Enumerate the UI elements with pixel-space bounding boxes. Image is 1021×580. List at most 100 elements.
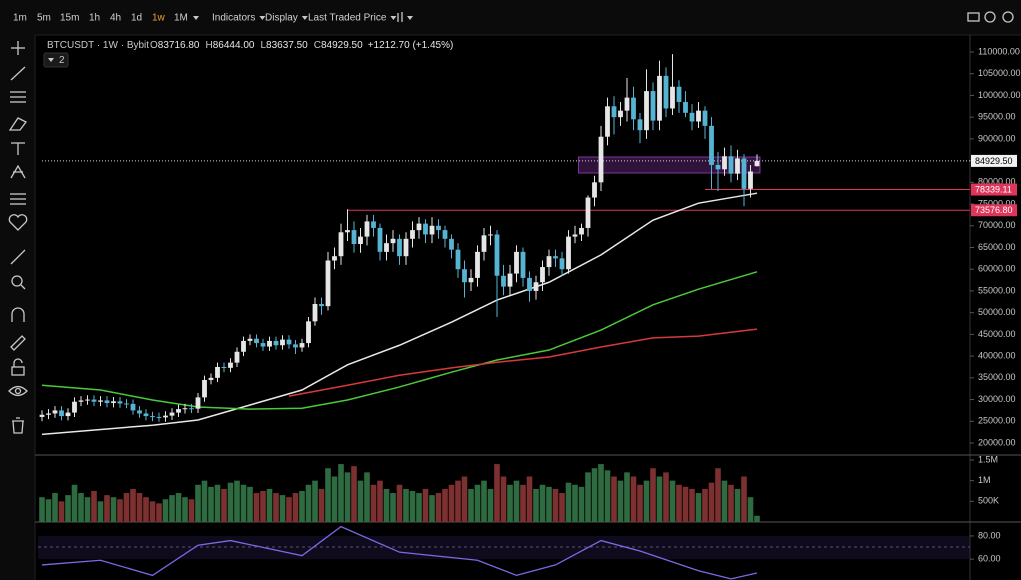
volume-bar [461, 476, 468, 522]
candle-body [566, 236, 571, 270]
pattern-tool[interactable] [10, 164, 26, 179]
candle-body [442, 230, 448, 239]
candle-body [696, 110, 701, 122]
rsi-tick-label: 60.00 [978, 553, 1001, 563]
screenshot-button[interactable] [967, 12, 980, 22]
timeframe-button[interactable]: 1d [131, 13, 142, 24]
timeframe-button[interactable]: 5m [37, 13, 51, 24]
volume-bar [117, 499, 123, 522]
symbol: BTCUSDT · 1W · Bybit [47, 40, 149, 51]
volume-bar [754, 515, 760, 522]
moving-average [41, 271, 758, 410]
delete-tool[interactable] [12, 417, 24, 434]
timeframe-button[interactable]: 1m [13, 13, 27, 24]
candle-body [215, 366, 220, 378]
volume-bar [351, 466, 357, 522]
candle-body [273, 340, 279, 346]
ohlc-values: O83716.80 H86444.00 L83637.50 C84929.50 +121… [150, 40, 453, 51]
candle-body [364, 221, 370, 237]
candle-body [46, 413, 51, 415]
candle-body [319, 303, 324, 307]
volume-bar [435, 493, 442, 522]
y-tick-label: 60000.00 [978, 264, 1016, 274]
volume-bar [279, 495, 286, 522]
volume-bar [695, 493, 702, 522]
timeframe-button[interactable]: 4h [110, 13, 121, 24]
magnet-tool[interactable] [11, 307, 25, 322]
volume-bar [676, 484, 682, 522]
timeframe-button[interactable]: 1h [89, 13, 100, 24]
price-label: 78339.11 [975, 184, 1012, 194]
menu-button[interactable]: Last Traded Price [308, 13, 387, 24]
volume-bar [390, 493, 396, 522]
candle-body [462, 269, 467, 283]
candle-body [715, 164, 721, 170]
candle-body [312, 303, 318, 322]
candle-body [481, 235, 487, 252]
indicator-badge-box[interactable] [43, 52, 69, 68]
lock-drawing-tool[interactable] [10, 335, 26, 351]
candle-body [663, 75, 669, 109]
candle-body [163, 415, 168, 418]
volume-bar [442, 488, 448, 522]
volume-bar [377, 480, 383, 522]
candle-body [371, 221, 376, 228]
y-tick-label: 40000.00 [978, 350, 1016, 360]
timeframe-button[interactable]: 15m [60, 13, 79, 24]
candle-body [397, 238, 402, 257]
visibility-tool[interactable] [8, 385, 28, 397]
candle-body [345, 230, 350, 233]
candle-body [143, 413, 149, 417]
volume-bar [487, 488, 494, 522]
candle-body [585, 197, 591, 228]
volume-bar [39, 497, 45, 522]
candle-body [286, 339, 292, 345]
candle-body [111, 401, 116, 404]
fullscreen-button[interactable] [1002, 11, 1014, 23]
rsi-tick-label: 80.00 [978, 530, 1001, 540]
candle-body [208, 377, 214, 381]
crosshair-tool[interactable] [11, 41, 25, 55]
candle-body [228, 362, 233, 368]
candle-body [306, 321, 311, 344]
menu-button[interactable]: Indicators [212, 13, 255, 24]
brush-tool[interactable] [8, 117, 27, 131]
favorites-tool[interactable] [8, 214, 28, 231]
candle-body [618, 110, 623, 118]
candle-body [176, 409, 181, 413]
volume-tick-label: 1M [978, 475, 991, 485]
volume-bar [149, 501, 156, 522]
timeframe-button[interactable]: 1M [174, 13, 188, 24]
lock-tool[interactable] [11, 358, 25, 376]
y-tick-label: 80000.00 [978, 177, 1016, 187]
candle-body [358, 236, 363, 245]
candle-body [325, 260, 331, 307]
settings-button[interactable] [984, 11, 996, 23]
rsi-line [41, 525, 758, 580]
chart-type-button[interactable] [397, 12, 413, 22]
candle-body [195, 397, 201, 409]
candle-body [78, 400, 84, 402]
volume-bar [71, 484, 78, 522]
volume-bar [734, 488, 741, 522]
volume-bar [500, 476, 507, 522]
ruler-tool[interactable] [10, 249, 26, 265]
volume-bar [715, 468, 721, 522]
trendline-tool[interactable] [10, 66, 26, 81]
ohlc-value: 83716.80 [158, 40, 200, 51]
volume-bar [552, 488, 559, 522]
zoom-tool[interactable] [11, 275, 26, 290]
indicator-count: 2 [59, 55, 65, 66]
volume-bar [123, 493, 130, 522]
menu-button[interactable]: Display [265, 13, 298, 24]
forecast-tool[interactable] [10, 193, 26, 205]
candle-body [169, 412, 175, 416]
volume-bar [52, 493, 58, 522]
volume-bar [273, 493, 279, 522]
y-tick-label: 90000.00 [978, 133, 1016, 143]
text-tool[interactable] [11, 142, 25, 155]
y-tick-label: 100000.00 [978, 90, 1021, 100]
fib-tool[interactable] [10, 91, 26, 103]
timeframe-button[interactable]: 1w [152, 13, 166, 24]
